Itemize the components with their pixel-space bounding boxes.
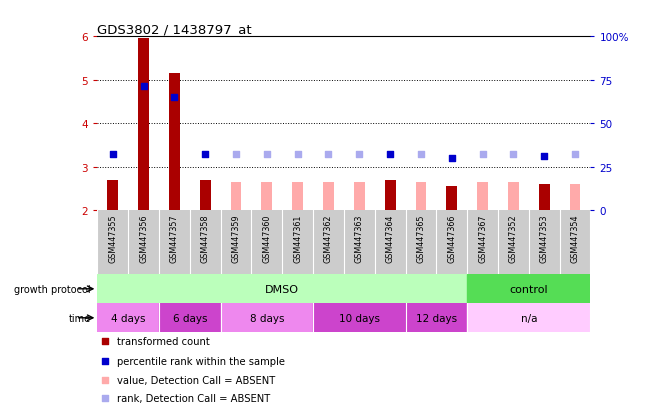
Point <box>231 151 242 157</box>
Point <box>200 151 211 157</box>
Point <box>169 95 180 101</box>
Text: GSM447354: GSM447354 <box>570 214 580 262</box>
Text: 12 days: 12 days <box>416 313 457 323</box>
Bar <box>354 183 365 211</box>
Point <box>446 155 457 162</box>
Text: GSM447360: GSM447360 <box>262 214 271 262</box>
Bar <box>539 185 550 211</box>
Point <box>99 394 110 401</box>
Bar <box>477 183 488 211</box>
Bar <box>446 187 457 211</box>
Bar <box>467 304 590 332</box>
Text: percentile rank within the sample: percentile rank within the sample <box>117 356 285 366</box>
Text: 4 days: 4 days <box>111 313 146 323</box>
Text: GSM447361: GSM447361 <box>293 214 302 262</box>
Text: 10 days: 10 days <box>339 313 380 323</box>
Text: GSM447367: GSM447367 <box>478 214 487 262</box>
Point <box>384 151 395 157</box>
Bar <box>97 304 159 332</box>
Text: control: control <box>509 284 548 294</box>
Bar <box>221 304 313 332</box>
Text: rank, Detection Call = ABSENT: rank, Detection Call = ABSENT <box>117 393 270 403</box>
Bar <box>570 185 580 211</box>
Bar <box>262 183 272 211</box>
Point <box>99 377 110 383</box>
Bar <box>200 180 211 211</box>
Point <box>539 153 550 160</box>
Text: GSM447363: GSM447363 <box>355 214 364 262</box>
Point <box>477 151 488 157</box>
Bar <box>467 275 590 304</box>
Point <box>570 151 580 157</box>
Text: GSM447359: GSM447359 <box>231 214 240 262</box>
Point <box>354 151 364 157</box>
Bar <box>384 180 395 211</box>
Text: GSM447366: GSM447366 <box>448 214 456 262</box>
Bar <box>313 304 405 332</box>
Point <box>99 357 110 364</box>
Bar <box>159 304 221 332</box>
Point <box>415 151 426 157</box>
Text: GSM447362: GSM447362 <box>324 214 333 262</box>
Text: GDS3802 / 1438797_at: GDS3802 / 1438797_at <box>97 23 252 36</box>
Text: GSM447355: GSM447355 <box>108 214 117 262</box>
Text: GSM447356: GSM447356 <box>139 214 148 262</box>
Text: 6 days: 6 days <box>172 313 207 323</box>
Point <box>107 151 118 157</box>
Bar <box>97 275 467 304</box>
Text: GSM447364: GSM447364 <box>386 214 395 262</box>
Text: n/a: n/a <box>521 313 537 323</box>
Bar <box>138 39 149 211</box>
Bar <box>415 183 426 211</box>
Text: transformed count: transformed count <box>117 337 210 347</box>
Point <box>138 84 149 90</box>
Text: GSM447353: GSM447353 <box>539 214 549 262</box>
Point <box>99 338 110 345</box>
Text: 8 days: 8 days <box>250 313 284 323</box>
Text: GSM447365: GSM447365 <box>417 214 425 262</box>
Bar <box>508 183 519 211</box>
Bar <box>169 74 180 211</box>
Bar <box>405 304 467 332</box>
Point <box>508 151 519 157</box>
Text: GSM447352: GSM447352 <box>509 214 518 262</box>
Text: value, Detection Call = ABSENT: value, Detection Call = ABSENT <box>117 375 275 385</box>
Text: DMSO: DMSO <box>265 284 299 294</box>
Text: growth protocol: growth protocol <box>14 284 91 294</box>
Bar <box>107 180 118 211</box>
Text: GSM447357: GSM447357 <box>170 214 179 262</box>
Bar <box>293 183 303 211</box>
Point <box>323 151 334 157</box>
Text: GSM447358: GSM447358 <box>201 214 209 262</box>
Bar <box>323 183 334 211</box>
Bar <box>231 183 242 211</box>
Point <box>262 151 272 157</box>
Text: time: time <box>68 313 91 323</box>
Point <box>293 151 303 157</box>
